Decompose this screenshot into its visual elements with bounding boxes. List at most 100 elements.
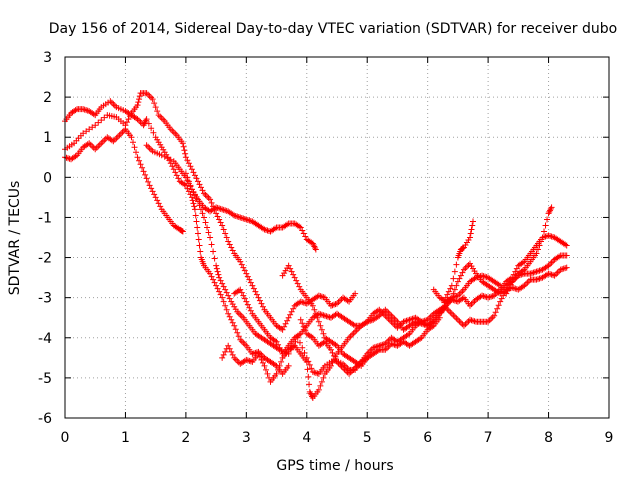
data-point xyxy=(181,147,188,154)
data-point xyxy=(246,304,253,311)
y-tick-label: 2 xyxy=(43,90,52,106)
data-point xyxy=(182,170,189,177)
data-point xyxy=(130,139,136,146)
data-point xyxy=(231,322,238,329)
data-point xyxy=(244,301,251,308)
data-point xyxy=(197,248,204,255)
data-point xyxy=(192,212,199,219)
data-point xyxy=(190,200,197,207)
x-tick-label: 4 xyxy=(302,430,311,446)
data-point xyxy=(256,297,263,304)
data-point xyxy=(229,351,236,358)
data-point xyxy=(456,275,463,282)
data-point xyxy=(305,373,312,380)
y-axis-label: SDTVAR / TECUs xyxy=(7,181,23,296)
x-tick-label: 5 xyxy=(363,430,372,446)
data-point xyxy=(182,154,189,161)
data-point xyxy=(207,234,214,241)
data-point xyxy=(222,230,229,237)
data-point xyxy=(288,308,295,315)
data-point xyxy=(264,370,271,377)
data-point xyxy=(327,346,334,353)
data-point xyxy=(318,378,325,385)
data-point xyxy=(161,153,168,160)
data-point xyxy=(133,149,140,156)
data-point xyxy=(304,366,311,373)
data-point xyxy=(152,194,159,201)
data-point xyxy=(495,302,502,309)
data-point xyxy=(492,309,499,316)
data-point xyxy=(213,282,220,289)
series-s9 xyxy=(297,316,371,377)
data-point xyxy=(563,242,570,249)
data-point xyxy=(288,268,295,275)
data-point xyxy=(300,323,307,330)
x-tick-label: 8 xyxy=(544,430,553,446)
data-point xyxy=(148,185,155,192)
data-point xyxy=(158,152,165,159)
data-point xyxy=(179,228,186,235)
data-point xyxy=(167,156,174,163)
plot-frame xyxy=(64,56,610,419)
data-point xyxy=(312,246,319,253)
data-point xyxy=(198,206,204,213)
series-s10 xyxy=(430,204,555,305)
data-point xyxy=(352,290,359,297)
data-point xyxy=(293,277,300,284)
data-point xyxy=(243,270,250,277)
data-point xyxy=(134,102,141,109)
data-point xyxy=(503,290,510,297)
data-point xyxy=(86,126,93,133)
data-point xyxy=(220,298,227,305)
data-point xyxy=(211,255,218,262)
data-point xyxy=(539,234,546,241)
y-tick-label: 1 xyxy=(43,130,52,146)
data-point xyxy=(315,318,322,325)
data-point xyxy=(199,187,206,194)
data-point xyxy=(453,261,460,268)
data-point xyxy=(191,206,198,213)
data-point xyxy=(196,181,203,188)
data-point xyxy=(454,278,461,285)
data-point xyxy=(306,381,313,388)
data-point xyxy=(276,344,283,351)
data-point xyxy=(217,291,224,298)
data-point xyxy=(134,154,141,161)
x-tick-label: 3 xyxy=(242,430,251,446)
data-point xyxy=(142,171,149,178)
data-point xyxy=(563,252,570,259)
data-point xyxy=(536,242,543,249)
data-point xyxy=(282,320,289,327)
data-point xyxy=(188,166,195,173)
data-point xyxy=(299,320,306,327)
data-point xyxy=(533,250,540,257)
data-point xyxy=(214,268,221,275)
data-point xyxy=(175,175,182,182)
data-point xyxy=(151,191,158,198)
data-point xyxy=(172,169,179,176)
data-point xyxy=(146,182,153,189)
chart-title: Day 156 of 2014, Sidereal Day-to-day VTE… xyxy=(49,21,617,37)
data-point xyxy=(179,140,186,147)
data-point xyxy=(253,291,260,298)
data-point xyxy=(95,119,102,126)
data-point xyxy=(246,276,253,283)
data-point xyxy=(189,197,196,204)
data-point xyxy=(296,339,303,346)
data-point xyxy=(451,268,458,275)
data-point xyxy=(491,312,498,319)
data-point xyxy=(450,275,457,282)
data-point xyxy=(228,348,235,355)
data-point xyxy=(184,185,191,192)
data-point xyxy=(216,288,223,295)
data-point xyxy=(544,216,551,223)
data-point xyxy=(306,361,313,368)
data-point xyxy=(194,178,201,185)
data-point xyxy=(261,362,268,369)
data-point xyxy=(219,354,226,361)
series-s5 xyxy=(182,170,319,253)
data-point xyxy=(459,269,466,276)
data-point xyxy=(154,108,161,115)
data-point xyxy=(275,341,282,348)
